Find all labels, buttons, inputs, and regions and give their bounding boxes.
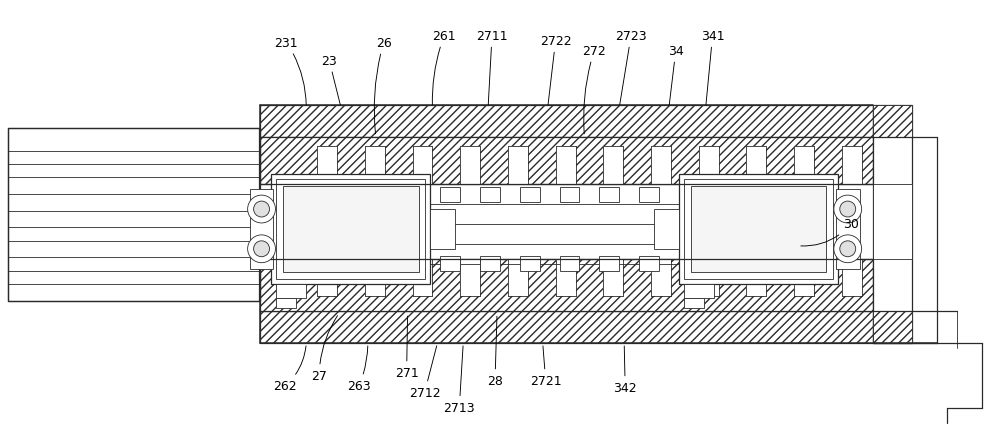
Bar (260, 259, 873, 312)
Bar (440, 256, 460, 271)
Bar (556, 259, 576, 297)
Circle shape (840, 202, 856, 218)
Bar (794, 259, 814, 297)
Text: 26: 26 (374, 37, 392, 135)
Bar (684, 284, 714, 299)
Text: 2721: 2721 (530, 346, 562, 387)
Bar (684, 180, 833, 279)
Bar (873, 312, 912, 344)
Bar (873, 185, 912, 259)
Bar (440, 188, 460, 203)
Bar (508, 147, 528, 185)
Bar (365, 147, 385, 185)
Bar (651, 147, 671, 185)
Bar (639, 256, 659, 271)
Bar (260, 312, 873, 344)
Bar (260, 185, 873, 259)
Bar (842, 147, 862, 185)
Bar (480, 188, 500, 203)
Bar (271, 175, 430, 284)
Bar (836, 190, 860, 269)
Bar (460, 259, 480, 297)
Bar (460, 147, 480, 185)
Bar (480, 256, 500, 271)
Text: 263: 263 (347, 346, 371, 393)
Bar (651, 259, 671, 297)
Text: 341: 341 (701, 30, 724, 106)
Text: 2722: 2722 (540, 34, 571, 106)
Text: 2723: 2723 (615, 30, 647, 106)
Bar (365, 259, 385, 297)
Bar (684, 299, 704, 309)
Bar (413, 147, 432, 185)
Circle shape (840, 241, 856, 257)
Text: 2711: 2711 (476, 30, 508, 106)
Bar (413, 259, 432, 297)
Bar (260, 105, 873, 137)
Bar (691, 187, 826, 272)
Bar (276, 180, 425, 279)
Text: 262: 262 (274, 346, 306, 393)
Circle shape (248, 235, 275, 263)
Circle shape (834, 196, 862, 224)
Bar (520, 256, 540, 271)
Bar (317, 259, 337, 297)
Bar (260, 137, 873, 185)
Text: 34: 34 (668, 44, 684, 106)
Bar (276, 284, 306, 299)
Circle shape (248, 196, 275, 224)
Text: 271: 271 (395, 316, 418, 380)
Text: 30: 30 (801, 218, 859, 246)
Circle shape (254, 241, 269, 257)
Bar (508, 259, 528, 297)
Bar (699, 147, 719, 185)
Text: 272: 272 (583, 44, 606, 135)
Bar (599, 256, 619, 271)
Bar (842, 259, 862, 297)
Text: 342: 342 (613, 346, 637, 394)
Bar (873, 105, 912, 344)
Bar (639, 188, 659, 203)
Bar (430, 209, 455, 249)
Bar (699, 259, 719, 297)
Text: 261: 261 (432, 30, 456, 106)
Bar (283, 187, 419, 272)
Bar (746, 147, 766, 185)
Bar (794, 147, 814, 185)
Bar (250, 190, 273, 269)
Bar (603, 259, 623, 297)
Bar (560, 256, 579, 271)
Bar (603, 147, 623, 185)
Bar (599, 188, 619, 203)
Bar (679, 175, 838, 284)
Bar (873, 105, 912, 137)
Text: 2712: 2712 (409, 346, 440, 399)
Text: 23: 23 (321, 54, 340, 106)
Bar (520, 188, 540, 203)
Circle shape (834, 235, 862, 263)
Bar (560, 188, 579, 203)
Bar (276, 299, 296, 309)
Text: 2713: 2713 (443, 346, 475, 414)
Bar (654, 209, 679, 249)
Bar (317, 147, 337, 185)
Bar (8, 128, 259, 302)
Text: 28: 28 (487, 316, 503, 387)
Text: 27: 27 (311, 316, 338, 383)
Bar (746, 259, 766, 297)
Circle shape (254, 202, 269, 218)
Bar (556, 147, 576, 185)
Text: 231: 231 (275, 37, 306, 106)
